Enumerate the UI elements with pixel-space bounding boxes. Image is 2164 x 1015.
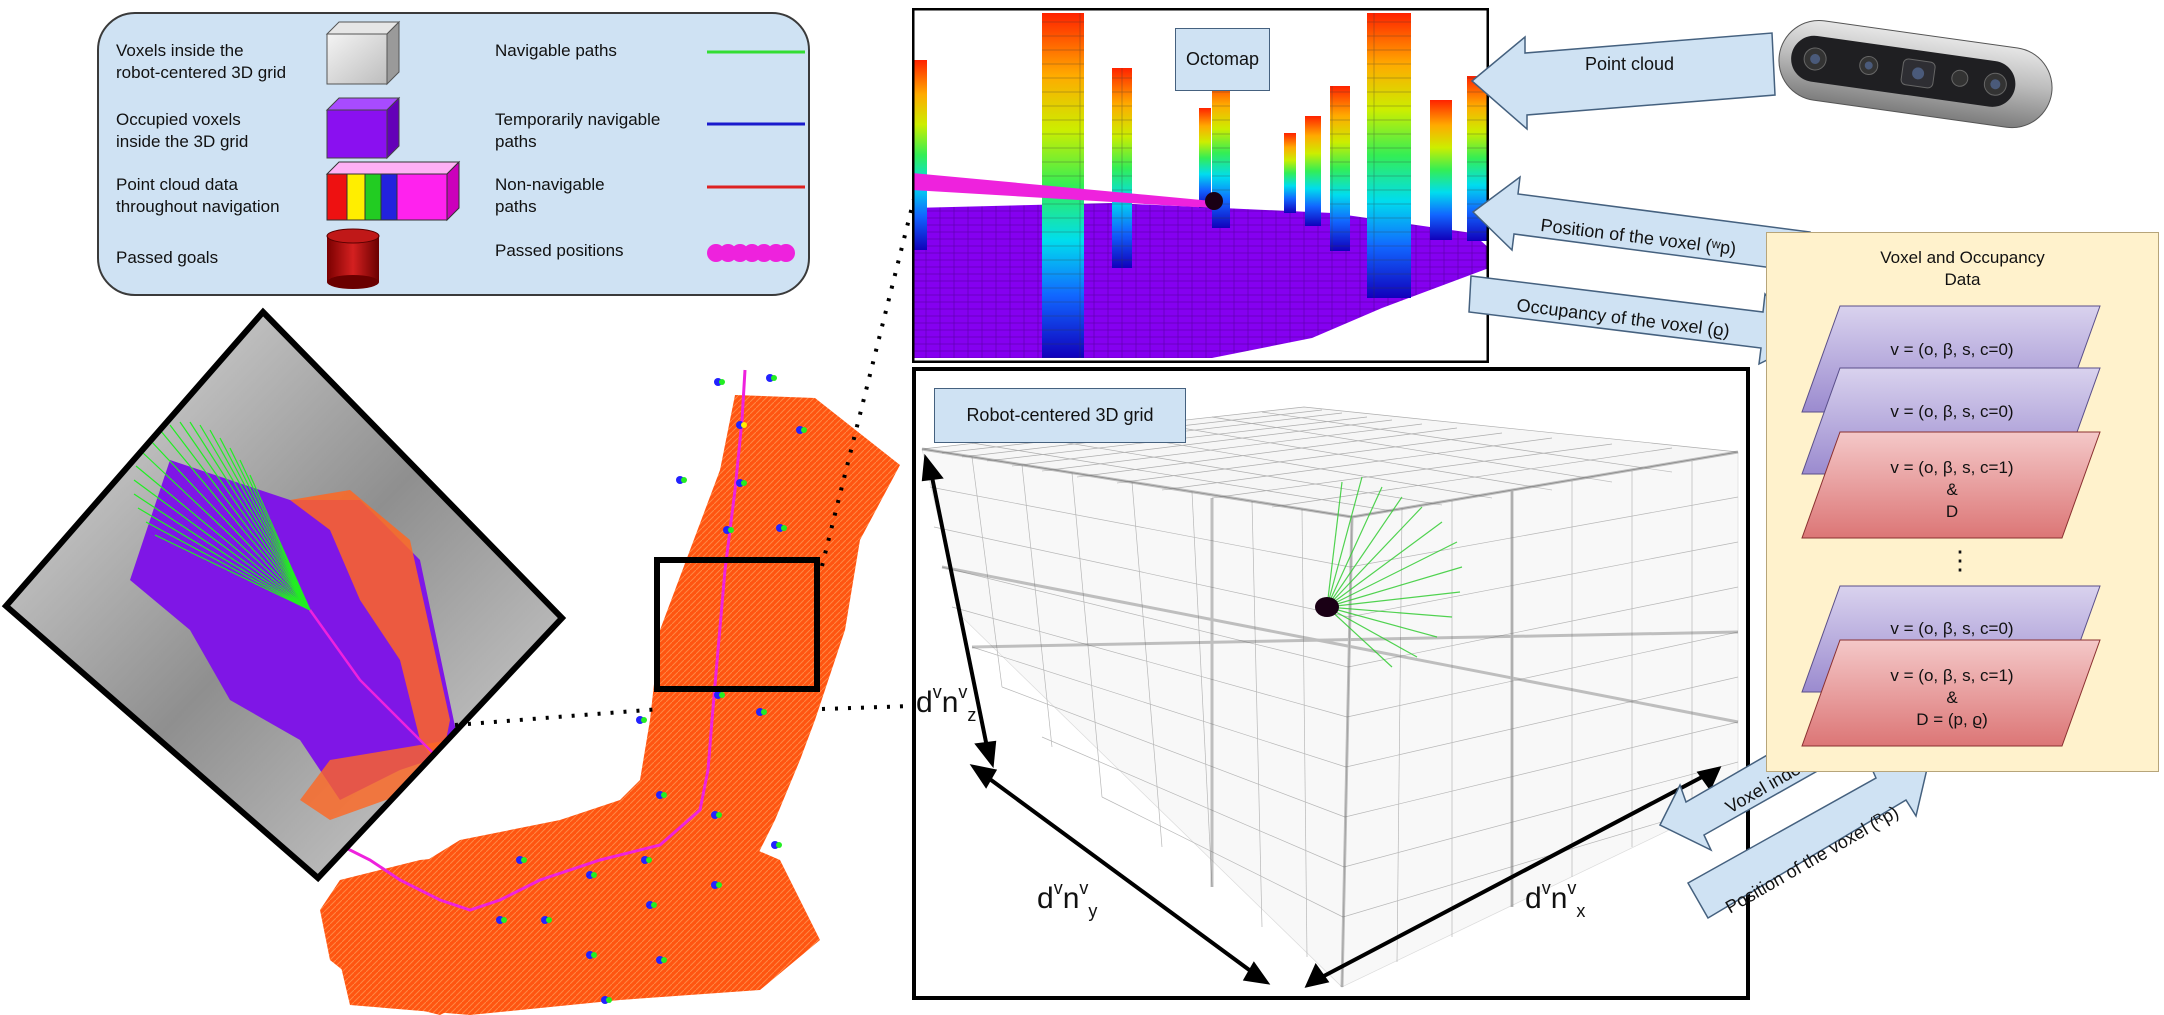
diamond-inset [1, 307, 567, 883]
voxel-panel-title: Voxel and Occupancy Data [1880, 248, 2045, 289]
trajectory-map [319, 369, 900, 1015]
goal-markers [496, 374, 807, 1004]
grid-navigable-rays [1326, 476, 1463, 668]
legend-label-navigable: Navigable paths [495, 41, 617, 60]
dimension-x-label: dvnvx [1525, 878, 1586, 921]
voxel-card-3 [1801, 431, 2101, 539]
legend-label-voxels: Voxels inside the robot-centered 3D grid [116, 41, 287, 82]
zoom-region-box [654, 557, 820, 692]
dimension-z-label: dvnvz [916, 682, 977, 725]
legend-label-passed-positions: Passed positions [495, 241, 624, 260]
dimension-y-label: dvnvy [1037, 878, 1098, 921]
voxel-ellipsis: ⋮ [1947, 545, 1973, 575]
grid-label: Robot-centered 3D grid [934, 388, 1186, 443]
legend-label-non-navigable: Non-navigable paths [495, 175, 605, 216]
voxel-cards [1801, 305, 2101, 747]
voxel-card-1-text: v = (o, β, s, c=0) [1890, 340, 2014, 359]
legend-label-occupied: Occupied voxels inside the 3D grid [116, 110, 249, 151]
point-cloud-arrow [1470, 32, 1776, 131]
octomap-label: Octomap [1175, 28, 1270, 91]
voxel-card-4-text: v = (o, β, s, c=0) [1890, 619, 2014, 638]
passed-positions-path [319, 369, 747, 912]
legend-label-goals: Passed goals [116, 248, 219, 267]
depth-camera-image [1778, 20, 2053, 129]
red-cylinder-icon [326, 228, 380, 289]
legend-icons [325, 20, 805, 289]
orange-map-lower [330, 800, 820, 1015]
position-w-arrow [1471, 175, 1811, 272]
robot-grid-view [912, 367, 1750, 1000]
robot-center-dot [1315, 597, 1339, 617]
position-r-arrow [1686, 755, 1931, 920]
legend-box: Voxels inside the robot-centered 3D grid… [97, 12, 810, 296]
rainbow-block-icon [325, 160, 461, 222]
voxel-card-5 [1801, 639, 2101, 747]
grey-cube-icon [325, 20, 401, 86]
legend-label-pointcloud: Point cloud data throughout navigation [116, 175, 280, 216]
passed-positions-icon [707, 244, 795, 262]
octomap-columns [912, 13, 1489, 358]
legend-label-temp-navigable: Temporarily navigable paths [495, 110, 661, 151]
point-cloud-label: Point cloud [1585, 54, 1675, 74]
voxel-card-2-text: v = (o, β, s, c=0) [1890, 402, 2014, 421]
purple-cube-icon [325, 96, 401, 160]
dimension-arrows [921, 453, 1722, 988]
navigable-rays [133, 421, 311, 611]
voxel-card-3-text: v = (o, β, s, c=1) & D [1890, 458, 2014, 521]
robot-position-dot [1205, 192, 1223, 210]
voxel-card-5-text: v = (o, β, s, c=1) & D = (p, ϱ) [1890, 666, 2014, 729]
